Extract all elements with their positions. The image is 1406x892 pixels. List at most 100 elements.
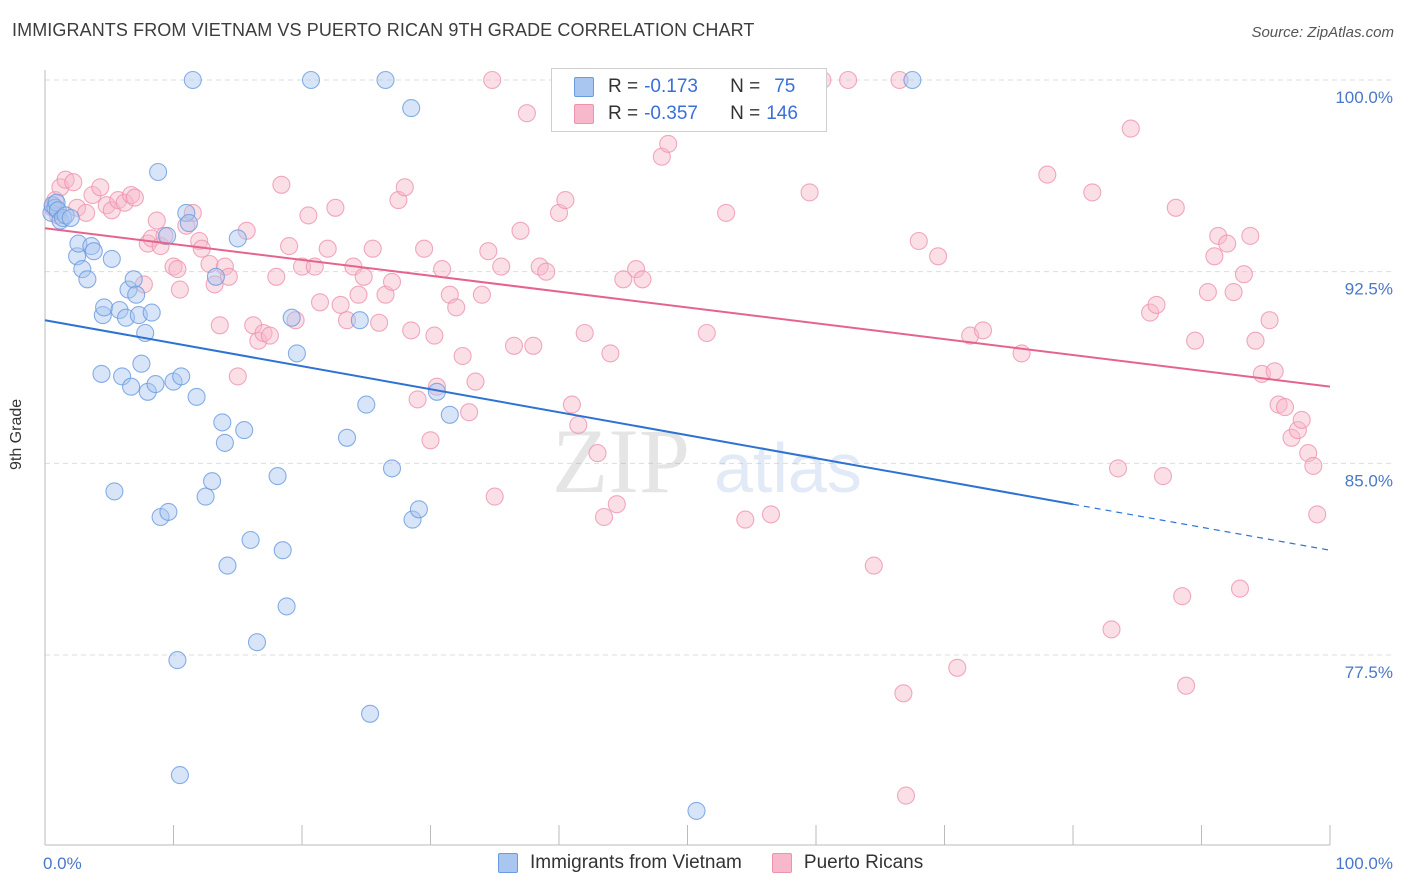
point-vietnam (196, 487, 215, 506)
series-legend: Immigrants from Vietnam Puerto Ricans (498, 852, 953, 874)
point-vietnam (183, 70, 202, 90)
point-puerto-rican (1292, 410, 1311, 429)
point-puerto-rican (318, 239, 337, 258)
series-immigrants-from-vietnam (42, 70, 922, 820)
point-puerto-rican (1121, 119, 1140, 138)
legend-n-label: N = (730, 103, 761, 124)
legend-label-vietnam: Immigrants from Vietnam (530, 852, 742, 873)
point-puerto-rican (1308, 505, 1327, 524)
point-vietnam (122, 377, 141, 396)
point-puerto-rican (601, 344, 620, 363)
point-puerto-rican (1241, 226, 1260, 245)
point-puerto-rican (1173, 587, 1192, 606)
trend-lines (44, 227, 1331, 551)
point-vietnam (228, 229, 247, 248)
legend-item-puerto-ricans[interactable]: Puerto Ricans (771, 852, 924, 874)
point-puerto-rican (299, 206, 318, 225)
point-vietnam (170, 766, 189, 785)
point-vietnam (105, 482, 124, 501)
point-puerto-rican (1205, 247, 1224, 266)
point-puerto-rican (761, 505, 781, 524)
point-puerto-rican (415, 239, 434, 258)
point-vietnam (172, 367, 191, 386)
legend-n-value: 75 (774, 76, 796, 97)
point-puerto-rican (267, 267, 286, 286)
point-puerto-rican (402, 321, 421, 340)
watermark-zip: ZIP (552, 410, 690, 512)
point-puerto-rican (1288, 421, 1307, 440)
point-puerto-rican (575, 323, 594, 343)
point-vietnam (53, 208, 73, 228)
point-puerto-rican (627, 260, 646, 279)
point-puerto-rican (1224, 283, 1243, 302)
point-puerto-rican (524, 336, 543, 355)
point-vietnam (78, 270, 97, 289)
x-tick-label-end: 100.0% (1335, 854, 1393, 873)
point-puerto-rican (537, 262, 556, 281)
point-vietnam (687, 801, 706, 820)
source-credit: Source: ZipAtlas.com (1251, 24, 1394, 41)
point-puerto-rican (614, 270, 633, 289)
point-vietnam (206, 267, 225, 286)
point-puerto-rican (421, 431, 440, 450)
point-vietnam (213, 413, 232, 432)
point-puerto-rican (948, 658, 967, 677)
point-puerto-rican (91, 178, 110, 197)
y-tick-label: 100.0% (1335, 88, 1393, 107)
point-puerto-rican (556, 191, 575, 210)
point-puerto-rican (909, 231, 928, 251)
point-puerto-rican (280, 237, 299, 256)
legend-item-vietnam[interactable]: Immigrants from Vietnam (498, 852, 742, 874)
watermark: ZIP atlas (552, 410, 862, 512)
point-vietnam (168, 651, 187, 670)
point-puerto-rican (260, 326, 279, 345)
legend-n-value: 146 (766, 103, 798, 124)
point-vietnam (376, 70, 395, 90)
y-tick-label: 77.5% (1345, 663, 1393, 682)
point-vietnam (159, 502, 178, 521)
point-vietnam (47, 193, 66, 212)
trend-line-puerto-ricans (44, 227, 1331, 388)
point-vietnam (277, 597, 296, 616)
point-vietnam (146, 375, 165, 394)
point-vietnam (403, 510, 422, 529)
point-puerto-rican (370, 313, 389, 332)
legend-n-label: N = (730, 76, 761, 97)
point-puerto-rican (659, 134, 678, 153)
legend-label-puerto-ricans: Puerto Ricans (803, 852, 924, 873)
point-puerto-rican (1147, 295, 1166, 314)
point-puerto-rican (736, 510, 755, 529)
point-puerto-rican (125, 188, 144, 207)
point-vietnam (218, 556, 237, 575)
point-puerto-rican (363, 239, 382, 258)
point-puerto-rican (77, 203, 96, 222)
point-puerto-rican (219, 267, 238, 286)
point-vietnam (73, 260, 92, 279)
point-puerto-rican (215, 257, 234, 276)
legend-r-value: -0.173 (644, 76, 698, 97)
point-puerto-rican (170, 280, 189, 299)
point-vietnam (51, 211, 70, 230)
point-vietnam (82, 237, 101, 256)
point-puerto-rican (228, 367, 247, 386)
watermark-atlas: atlas (714, 429, 862, 507)
point-vietnam (177, 203, 196, 222)
point-puerto-rican (433, 260, 452, 279)
point-puerto-rican (511, 221, 530, 240)
point-vietnam (187, 387, 206, 406)
point-vietnam (440, 405, 459, 424)
point-vietnam (95, 298, 114, 317)
point-vietnam (337, 428, 357, 447)
point-puerto-rican (594, 507, 614, 527)
point-puerto-rican (310, 293, 330, 312)
point-puerto-rican (337, 311, 357, 330)
point-puerto-rican (472, 285, 491, 304)
point-puerto-rican (1260, 311, 1279, 330)
point-puerto-rican (205, 275, 224, 294)
point-vietnam (132, 354, 151, 373)
point-vietnam (409, 500, 428, 519)
point-puerto-rican (1108, 459, 1128, 478)
point-vietnam (113, 367, 132, 386)
point-puerto-rican (97, 196, 116, 215)
